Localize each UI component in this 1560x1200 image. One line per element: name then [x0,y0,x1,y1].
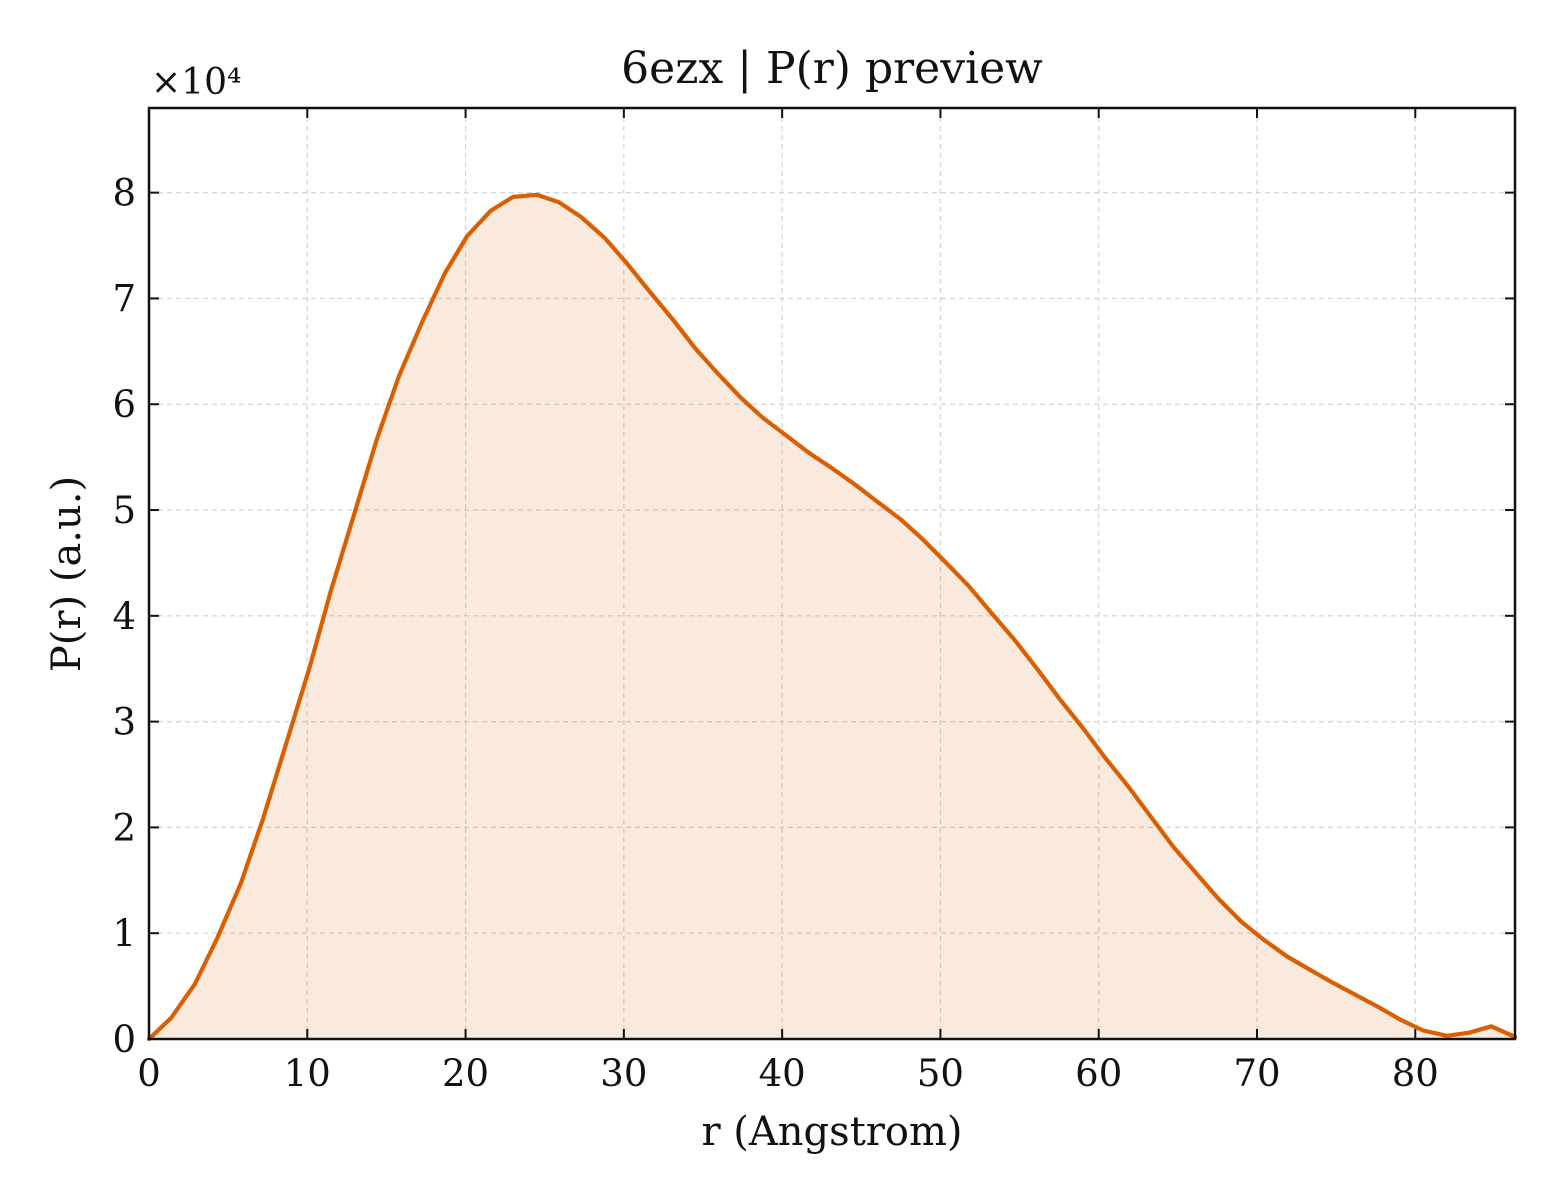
x-tick-label: 20 [442,1052,489,1095]
y-tick-label: 6 [112,383,136,426]
y-tick-label: 7 [112,277,136,320]
y-tick-label: 4 [112,595,136,638]
x-tick-label: 10 [284,1052,331,1095]
x-tick-label: 80 [1392,1052,1439,1095]
x-tick-label: 70 [1233,1052,1280,1095]
series-area-fill [149,194,1515,1040]
x-tick-label: 40 [759,1052,806,1095]
y-tick-label: 0 [112,1018,136,1061]
x-tick-label: 30 [600,1052,647,1095]
x-axis-ticks: 0 10 20 30 40 50 60 70 80 [137,108,1439,1095]
y-axis-label: P(r) (a.u.) [44,476,90,672]
y-tick-label: 5 [112,489,136,532]
grid [149,108,1515,1039]
y-offset-label: ×10⁴ [151,62,241,103]
x-tick-label: 50 [917,1052,964,1095]
x-tick-label: 60 [1075,1052,1122,1095]
y-tick-label: 8 [112,172,136,215]
chart-title: 6ezx | P(r) preview [621,43,1043,94]
series-line [146,192,1518,1042]
y-axis-ticks: 0 1 2 3 4 5 6 7 8 [112,172,1515,1061]
y-tick-label: 2 [112,806,136,849]
y-tick-label: 1 [112,912,136,955]
x-tick-label: 0 [137,1052,161,1095]
plot-frame [147,106,1517,1041]
y-tick-label: 3 [112,701,136,744]
x-axis-label: r (Angstrom) [701,1109,962,1155]
